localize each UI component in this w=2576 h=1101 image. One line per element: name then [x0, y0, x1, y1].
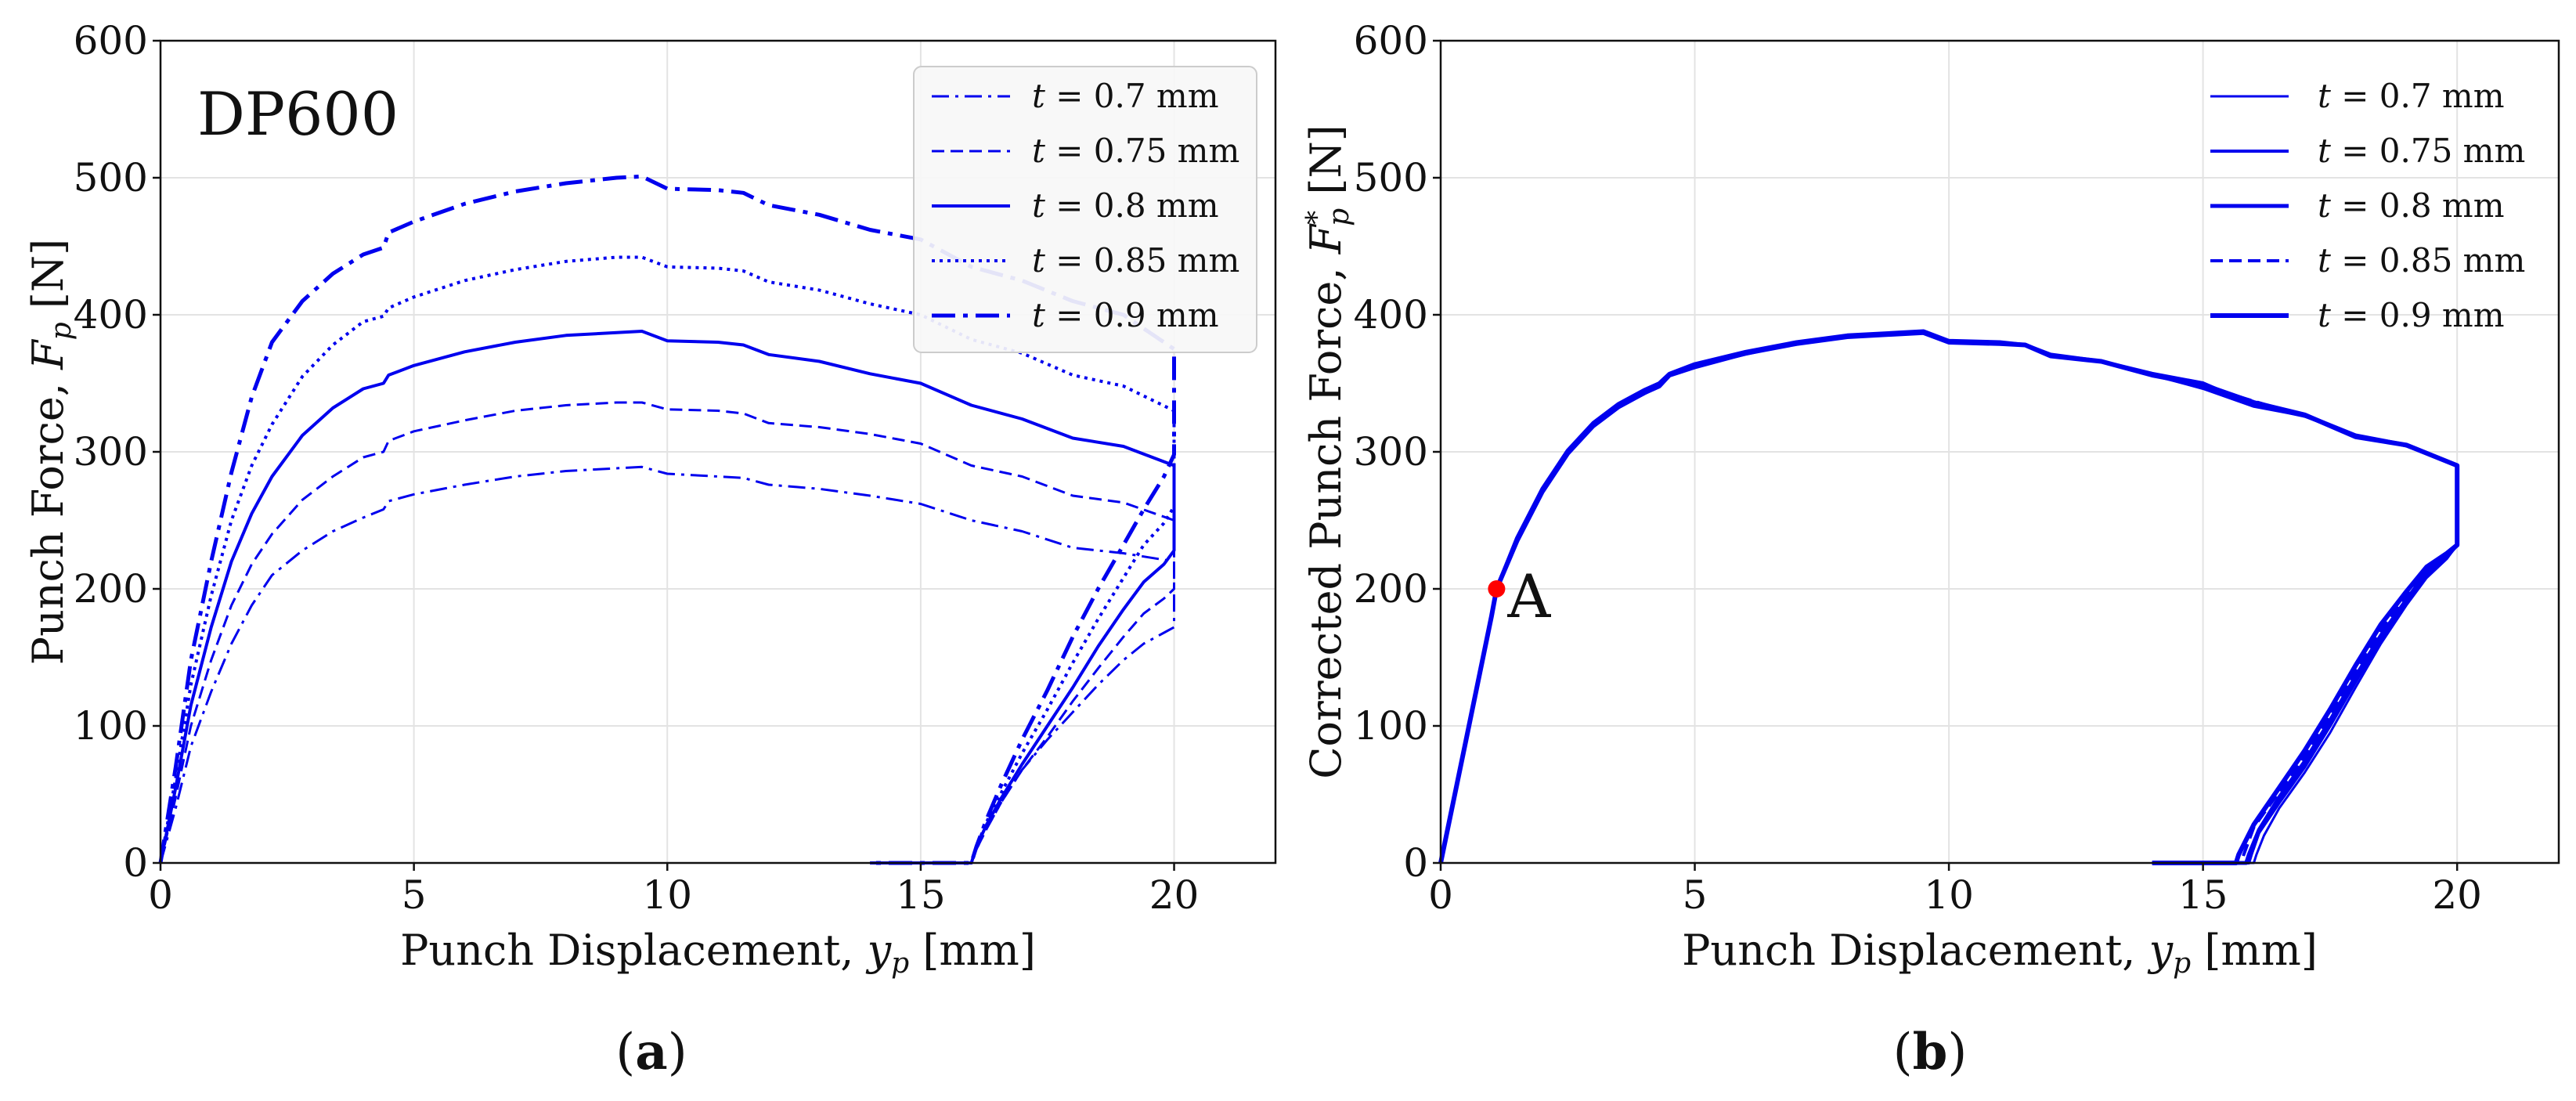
- b-y-tick-label-1: 100: [1354, 703, 1428, 749]
- panel-a-x-axis-label: Punch Displacement, yp [mm]: [400, 926, 1036, 980]
- a-legend-label-4: t = 0.9 mm: [1032, 296, 1219, 334]
- a-series-line-4: [158, 174, 1176, 865]
- b-x-tick-label-4: 20: [2432, 872, 2482, 918]
- b-y-tick-label-3: 300: [1354, 429, 1428, 475]
- b-y-tick-label-6: 600: [1354, 18, 1428, 63]
- a-y-tick-label-0: 0: [123, 840, 148, 886]
- b-y-tick-label-4: 400: [1354, 292, 1428, 338]
- a-y-tick-label-1: 100: [74, 703, 148, 749]
- a-x-tick-label-2: 10: [642, 872, 692, 918]
- a-x-tick-label-1: 5: [402, 872, 427, 918]
- b-y-tick-label-5: 500: [1354, 155, 1428, 200]
- panel-b-tag: (b): [1893, 1023, 1968, 1081]
- a-y-tick-label-4: 400: [74, 292, 148, 338]
- point-a-marker: [1488, 580, 1506, 597]
- panel-a-tag: (a): [615, 1023, 687, 1081]
- a-x-tick-label-0: 0: [148, 872, 173, 918]
- panel-b-legend: t = 0.7 mm t = 0.75 mm t = 0.8 mm t = 0.85 …: [2210, 77, 2525, 334]
- panel-b-x-axis-label: Punch Displacement, yp [mm]: [1682, 926, 2318, 980]
- b-legend-label-4: t = 0.9 mm: [2318, 296, 2505, 334]
- b-x-tick-label-0: 0: [1428, 872, 1453, 918]
- panel-a-series-group: [158, 174, 1176, 865]
- a-y-tick-label-6: 600: [74, 18, 148, 63]
- point-a-label: A: [1506, 561, 1551, 631]
- a-legend-label-2: t = 0.8 mm: [1032, 186, 1219, 225]
- panel-b-y-axis-label: Corrected Punch Force, F*p [N]: [1301, 125, 1355, 779]
- a-legend-label-1: t = 0.75 mm: [1032, 132, 1239, 170]
- b-legend-label-3: t = 0.85 mm: [2318, 241, 2525, 280]
- b-series-line-4: [1438, 330, 2460, 865]
- panel-b-series-group: [1438, 329, 2460, 865]
- b-x-tick-label-1: 5: [1683, 872, 1708, 918]
- a-y-tick-label-3: 300: [74, 429, 148, 475]
- b-x-tick-label-3: 15: [2178, 872, 2228, 918]
- b-legend-label-2: t = 0.8 mm: [2318, 186, 2505, 225]
- a-series-line-3: [159, 255, 1176, 865]
- panel-a-legend: t = 0.7 mm t = 0.75 mm t = 0.8 mm t = 0.85 …: [913, 66, 1257, 353]
- a-series-line-1: [159, 401, 1175, 865]
- panel-a-legend-frame: [913, 66, 1257, 353]
- a-legend-label-0: t = 0.7 mm: [1032, 77, 1219, 115]
- a-x-tick-label-4: 20: [1149, 872, 1200, 918]
- a-x-tick-label-3: 15: [896, 872, 946, 918]
- a-legend-label-3: t = 0.85 mm: [1032, 241, 1239, 280]
- a-y-tick-label-5: 500: [74, 155, 148, 200]
- a-series-line-0: [159, 465, 1175, 865]
- b-legend-label-1: t = 0.75 mm: [2318, 132, 2525, 170]
- b-y-tick-label-0: 0: [1403, 840, 1428, 886]
- panel-b-annotation: A: [1488, 561, 1551, 631]
- b-x-tick-label-2: 10: [1924, 872, 1974, 918]
- panel-a-inset-label: DP600: [197, 79, 399, 149]
- a-series-line-2: [159, 330, 1176, 865]
- panel-a-y-axis-label: Punch Force, Fp [N]: [23, 239, 78, 666]
- b-legend-label-0: t = 0.7 mm: [2318, 77, 2505, 115]
- a-y-tick-label-2: 200: [74, 566, 148, 612]
- b-y-tick-label-2: 200: [1354, 566, 1428, 612]
